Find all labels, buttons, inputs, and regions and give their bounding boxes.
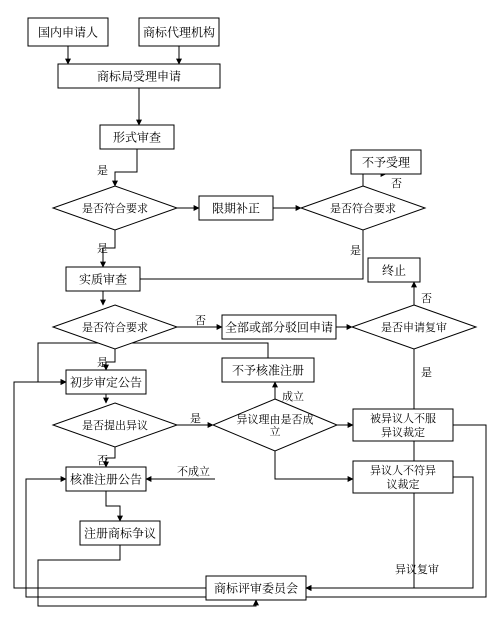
edge-10-label: 否 [195, 312, 206, 328]
edge-16-label: 是 [190, 410, 201, 426]
diamond-meet1-label: 是否符合要求 [82, 200, 148, 216]
edge-18-label: 成立 [282, 388, 304, 404]
edge-21-label: 不成立 [177, 463, 210, 479]
edge-23 [306, 477, 473, 588]
edge-12-label: 否 [421, 290, 432, 306]
box-reject-label: 全部或部分驳回申请 [225, 319, 333, 336]
box-dispute-label: 注册商标争议 [84, 525, 156, 542]
edge-8-label: 是 [97, 240, 108, 256]
box-trab-label: 商标评审委员会 [214, 580, 298, 597]
edge-22 [275, 451, 353, 479]
edge-25 [106, 491, 120, 521]
box-objdis-label2: 异议裁定 [381, 424, 425, 440]
box-refuse-label: 不予受理 [362, 154, 410, 171]
diamond-meet3-label: 是否符合要求 [82, 319, 148, 335]
edge-6 [363, 174, 386, 186]
box-noapprove-label: 不予核准注册 [232, 362, 304, 379]
edge-24-label: 异议复审 [395, 561, 439, 577]
diamond-meet2-label: 是否符合要求 [330, 200, 396, 216]
edge-3 [115, 149, 137, 186]
box-agency-label: 商标代理机构 [143, 24, 215, 41]
box-prelim-label: 初步审定公告 [70, 374, 142, 391]
edge-6-label: 否 [391, 175, 402, 191]
box-approve-label: 核准注册公告 [70, 471, 142, 488]
edge-7 [103, 230, 363, 291]
box-applicant-label: 国内申请人 [38, 24, 98, 41]
box-subst-label: 实质审查 [79, 271, 127, 288]
box-corr-label: 限期补正 [212, 200, 260, 217]
diamond-reason-label2: 立 [270, 423, 281, 439]
edge-13-label: 是 [421, 364, 432, 380]
box-terminate-label: 终止 [382, 262, 406, 279]
flowchart: 国内申请人 商标代理机构商标局受理申请形式审查不予受理限期补正实质审查 终止全部或部… [0, 0, 500, 622]
box-formal-label: 形式审查 [113, 129, 161, 146]
diamond-objq-label: 是否提出异议 [82, 417, 148, 433]
box-objdis2-label2: 议裁定 [387, 476, 420, 492]
edge-17-label: 否 [97, 452, 108, 468]
edge-3-label: 是 [97, 162, 108, 178]
box-accept-label: 商标局受理申请 [97, 68, 181, 85]
diamond-review-label: 是否申请复审 [381, 319, 447, 335]
edge-7-label: 是 [350, 242, 361, 258]
edge-14-label: 是 [97, 354, 108, 370]
